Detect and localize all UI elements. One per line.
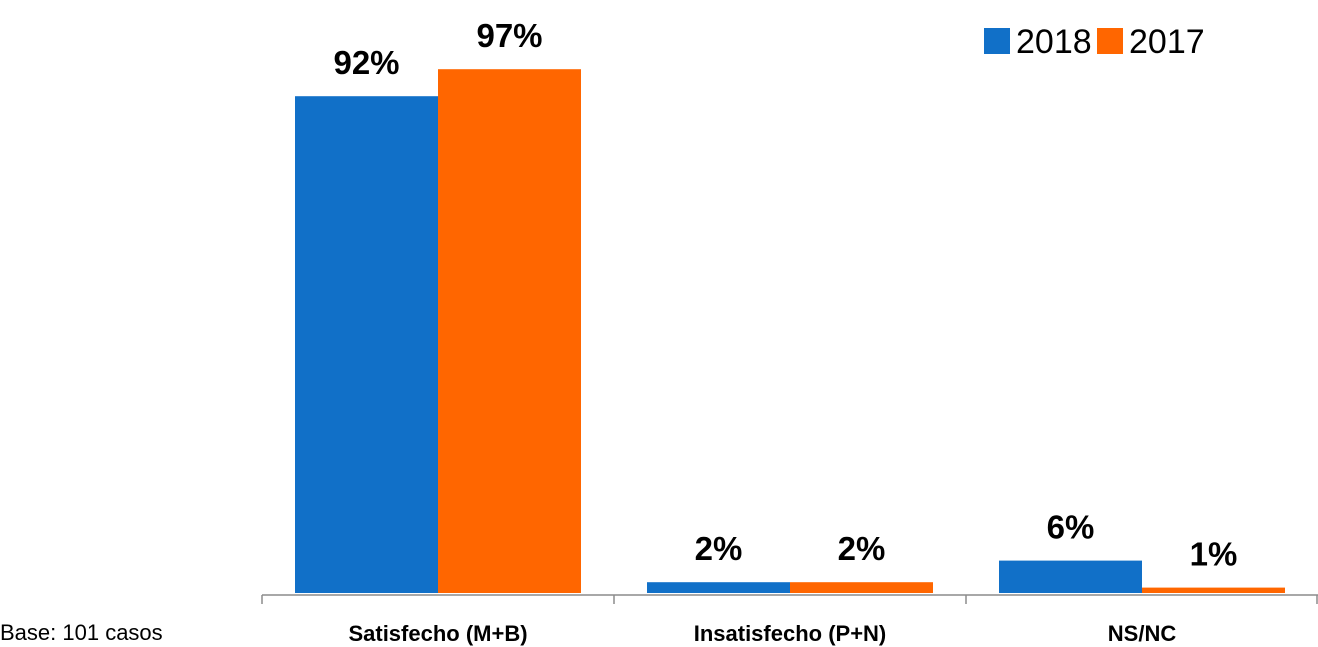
legend-swatch-2017 — [1097, 28, 1123, 54]
base-note: Base: 101 casos — [0, 620, 163, 645]
legend-label-2017: 2017 — [1129, 23, 1205, 61]
legend-swatch-2018 — [984, 28, 1010, 54]
data-label-2017-2: 1% — [1190, 536, 1238, 573]
bar-2017-0 — [438, 69, 581, 593]
data-label-2017-0: 97% — [476, 17, 542, 54]
legend-label-2018: 2018 — [1016, 23, 1092, 61]
data-label-2018-0: 92% — [333, 44, 399, 81]
category-label-1: Insatisfecho (P+N) — [694, 621, 887, 646]
category-label-0: Satisfecho (M+B) — [348, 621, 527, 646]
bar-2017-1 — [790, 582, 933, 593]
legend: 2018 2017 — [984, 23, 1205, 61]
data-label-2018-1: 2% — [695, 530, 743, 567]
bar-2018-1 — [647, 582, 790, 593]
x-axis — [261, 594, 1318, 604]
data-label-2018-2: 6% — [1047, 509, 1095, 546]
category-label-2: NS/NC — [1108, 621, 1177, 646]
bars-layer — [295, 69, 1285, 593]
bar-2018-2 — [999, 560, 1142, 593]
bar-2017-2 — [1142, 587, 1285, 593]
category-labels-layer: Satisfecho (M+B) Insatisfecho (P+N) NS/NC — [348, 621, 1176, 646]
data-label-2017-1: 2% — [838, 530, 886, 567]
bar-2018-0 — [295, 96, 438, 593]
data-labels-layer: 92% 97% 2% 2% 6% 1% — [333, 17, 1237, 572]
